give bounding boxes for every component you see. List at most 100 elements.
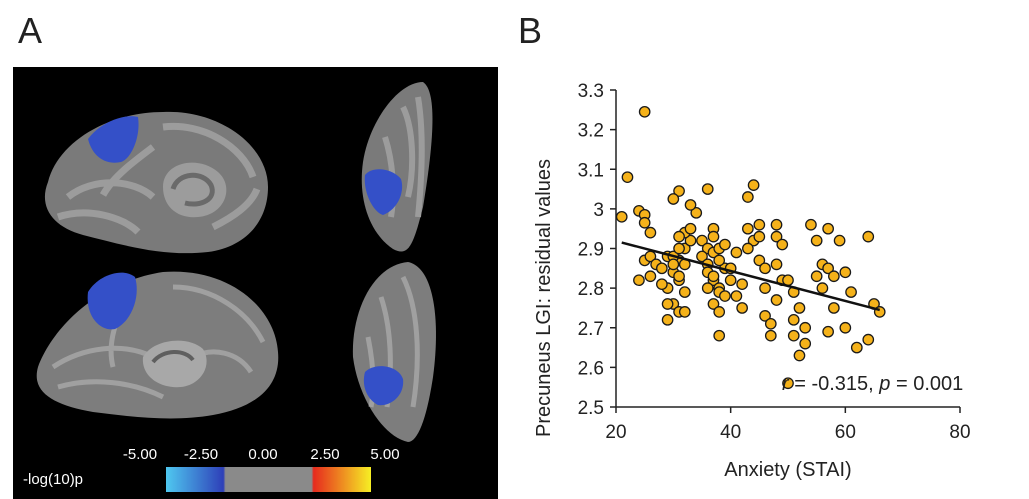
data-point: [638, 216, 651, 229]
data-point: [845, 286, 857, 298]
colorbar-gradient: [166, 467, 371, 492]
data-point: [793, 349, 806, 362]
data-point: [822, 262, 834, 275]
panel-label-a: A: [18, 10, 43, 51]
data-point: [810, 270, 823, 283]
colorbar-tick: 5.00: [370, 446, 399, 463]
x-axis: 20 40 60 80: [605, 407, 971, 443]
data-point: [816, 282, 829, 294]
data-point: [764, 317, 777, 330]
data-point: [719, 238, 731, 251]
y-axis-label: Precuneus LGI: residual values: [533, 159, 555, 437]
data-point: [713, 254, 726, 267]
data-point: [753, 254, 766, 267]
data-point: [759, 310, 771, 322]
data-point: [690, 206, 703, 219]
data-point: [828, 270, 840, 283]
inflated-medial-view: [44, 111, 268, 254]
data-point: [782, 377, 794, 390]
data-point: [661, 298, 674, 310]
data-point: [667, 193, 680, 205]
inflated-posterior-view: [361, 82, 433, 252]
data-point: [822, 325, 834, 338]
data-point: [673, 242, 685, 255]
data-point: [764, 329, 777, 342]
data-point: [656, 262, 668, 275]
pial-posterior-view: [352, 262, 436, 442]
data-point: [759, 282, 771, 294]
y-tick-label: 2.7: [578, 319, 604, 340]
data-point: [724, 274, 737, 287]
data-point: [799, 337, 812, 350]
data-point: [701, 282, 714, 294]
data-point: [747, 179, 760, 191]
p-value: = 0.001: [890, 373, 963, 395]
x-tick-label: 40: [720, 422, 741, 443]
y-tick-label: 3.1: [578, 160, 604, 181]
data-point: [633, 274, 645, 287]
data-point: [862, 333, 875, 346]
scatter-chart: 2.5 2.6 2.7 2.8 2.9 3 3.1 3.2 3.3 20 40 60 80 Precu…: [533, 81, 971, 481]
data-point: [839, 266, 852, 279]
data-point: [684, 199, 697, 211]
colorbar-tick: 0.00: [248, 446, 277, 463]
data-point: [673, 230, 685, 243]
data-point: [862, 230, 875, 243]
regression-line: [621, 241, 881, 312]
r-symbol: r: [782, 373, 790, 395]
data-point: [742, 242, 754, 255]
data-point: [839, 321, 852, 334]
data-point: [770, 294, 783, 306]
data-point: [776, 238, 789, 251]
data-point: [730, 290, 743, 302]
data-point: [770, 230, 783, 243]
data-point: [621, 171, 634, 184]
x-axis-label: Anxiety (STAI): [724, 459, 851, 481]
p-symbol: p: [878, 373, 890, 395]
data-point: [753, 230, 766, 243]
colorbar-tick: 2.50: [310, 446, 339, 463]
data-point: [828, 302, 840, 314]
x-tick-label: 20: [605, 422, 626, 443]
y-tick-label: 2.8: [578, 279, 604, 300]
data-point: [684, 234, 697, 247]
data-point: [684, 222, 697, 235]
data-point: [787, 313, 800, 326]
data-point: [696, 250, 708, 263]
data-point: [759, 262, 771, 275]
data-point: [719, 290, 731, 302]
data-point: [736, 278, 748, 291]
data-point: [793, 302, 806, 314]
data-point: [822, 222, 834, 235]
data-point: [730, 246, 743, 259]
data-point: [787, 329, 800, 342]
data-point: [742, 191, 754, 203]
data-point: [656, 278, 668, 291]
data-point: [850, 341, 863, 354]
data-point: [770, 218, 783, 231]
panel-label-b: B: [518, 10, 543, 51]
y-axis: 2.5 2.6 2.7 2.8 2.9 3 3.1 3.2 3.3: [578, 81, 616, 419]
data-point: [615, 210, 628, 223]
data-point: [799, 321, 812, 334]
brain-surface-panel: -5.00 -2.50 0.00 2.50 5.00 -log(10)p: [13, 67, 498, 499]
data-point: [644, 226, 657, 239]
y-tick-label: 3.3: [578, 81, 604, 102]
data-point: [707, 230, 720, 243]
data-point: [696, 234, 708, 247]
data-point: [667, 258, 680, 271]
data-point: [810, 234, 823, 247]
data-point: [736, 302, 748, 314]
colorbar-tick: -2.50: [184, 446, 218, 463]
data-point: [805, 218, 817, 231]
data-point: [742, 222, 754, 235]
x-tick-label: 80: [949, 422, 970, 443]
x-tick-label: 60: [835, 422, 856, 443]
colorbar-label: -log(10)p: [23, 471, 83, 488]
data-point: [673, 185, 685, 197]
correlation-annotation: r = -0.315, p = 0.001: [782, 373, 963, 395]
data-point: [701, 183, 714, 195]
brain-surface-renderings: -5.00 -2.50 0.00 2.50 5.00 -log(10)p: [23, 82, 436, 492]
data-point: [661, 313, 674, 326]
data-point: [833, 234, 846, 247]
